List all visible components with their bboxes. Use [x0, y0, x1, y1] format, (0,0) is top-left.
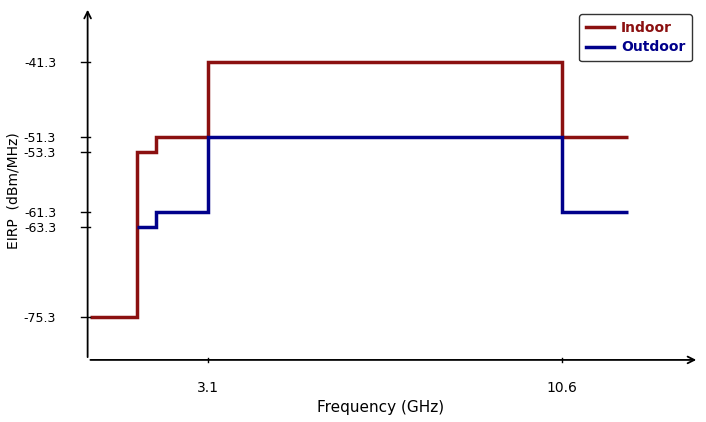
Indoor [133, 314, 141, 319]
Indoor [558, 134, 566, 139]
Outdoor [152, 225, 160, 230]
Indoor [85, 314, 94, 319]
Indoor [558, 59, 566, 64]
Line: Outdoor: Outdoor [137, 137, 628, 227]
Indoor [204, 59, 213, 64]
Outdoor [624, 209, 633, 214]
Legend: Indoor, Outdoor: Indoor, Outdoor [579, 14, 692, 61]
Outdoor [558, 209, 566, 214]
Outdoor [204, 209, 213, 214]
Indoor [204, 134, 213, 139]
Indoor [133, 149, 141, 154]
Line: Indoor: Indoor [90, 62, 628, 317]
Indoor [152, 149, 160, 154]
Indoor [152, 134, 160, 139]
Outdoor [133, 225, 141, 230]
Outdoor [204, 134, 213, 139]
Y-axis label: EIRP  (dBm/MHz): EIRP (dBm/MHz) [7, 133, 21, 249]
Outdoor [558, 134, 566, 139]
Indoor [624, 134, 633, 139]
X-axis label: Frequency (GHz): Frequency (GHz) [317, 400, 444, 415]
Outdoor [133, 225, 141, 230]
Outdoor [152, 209, 160, 214]
